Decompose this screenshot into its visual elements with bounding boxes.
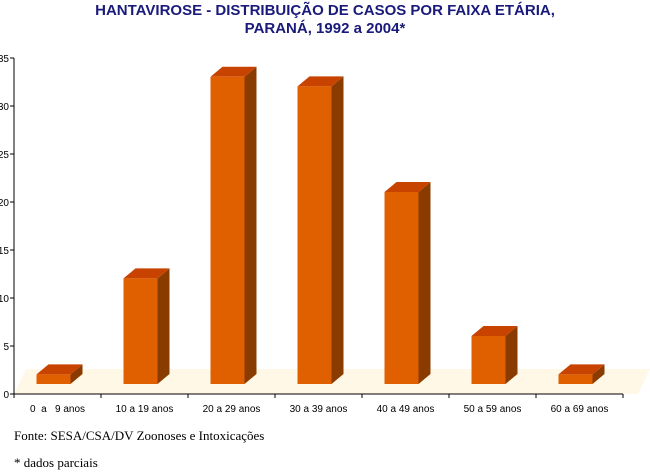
x-axis-ticks: 0 a 9 anos 10 a 19 anos 20 a 29 anos 30 a 3… — [13, 394, 624, 415]
bar-side — [331, 76, 344, 385]
bar-front — [210, 76, 245, 385]
bar-front — [384, 192, 419, 384]
bar-front — [297, 86, 332, 385]
x-category-label: 60 a 69 anos — [551, 404, 609, 415]
bar-top — [471, 326, 518, 336]
chart-title-line-2: PARANÁ, 1992 a 2004* — [244, 20, 406, 37]
x-category-label: 10 a 19 anos — [116, 404, 174, 415]
x-category-label: 0 a 9 anos — [30, 404, 85, 415]
partial-data-note: * dados parciais — [14, 455, 98, 470]
y-tick-label: 35 — [0, 54, 9, 65]
source-note: Fonte: SESA/CSA/DV Zoonoses e Intoxicaçõ… — [14, 428, 265, 443]
y-tick-label: 20 — [0, 198, 9, 209]
bar-front — [123, 278, 158, 384]
bar-side — [418, 182, 431, 384]
bar — [210, 66, 257, 385]
bar — [471, 326, 518, 384]
x-category-label: 20 a 29 anos — [203, 404, 261, 415]
bar-side — [157, 268, 170, 384]
chart-title: HANTAVIROSE - DISTRIBUIÇÃO DE CASOS POR … — [0, 2, 650, 38]
y-axis-ticks: 0 5 10 15 20 25 30 35 — [0, 54, 14, 401]
bar-top — [297, 76, 344, 87]
x-category-label: 50 a 59 anos — [464, 404, 522, 415]
bars — [36, 66, 605, 385]
bar-side — [244, 66, 257, 385]
bar-top — [36, 364, 83, 375]
y-tick-label: 30 — [0, 102, 9, 113]
chart-title-line-1: HANTAVIROSE - DISTRIBUIÇÃO DE CASOS POR … — [95, 2, 555, 19]
bar-side — [505, 326, 518, 384]
x-category-label: 30 a 39 anos — [290, 404, 348, 415]
bar — [36, 364, 83, 384]
bar-top — [384, 182, 431, 192]
y-tick-label: 0 — [3, 390, 9, 401]
x-category-label: 40 a 49 anos — [377, 404, 435, 415]
bar — [297, 76, 344, 385]
bar-top — [558, 364, 605, 375]
y-tick-label: 25 — [0, 150, 9, 161]
bar — [123, 268, 170, 384]
bar — [558, 364, 605, 384]
y-tick-label: 15 — [0, 246, 9, 257]
bar-side — [592, 364, 605, 384]
y-tick-label: 5 — [3, 342, 9, 353]
bar-side — [70, 364, 83, 384]
bar-front — [558, 374, 593, 384]
bar — [384, 182, 431, 384]
y-tick-label: 10 — [0, 294, 9, 305]
bar-front — [36, 374, 71, 384]
bar-top — [210, 66, 257, 77]
bar-top — [123, 268, 170, 279]
bar-front — [471, 336, 506, 384]
